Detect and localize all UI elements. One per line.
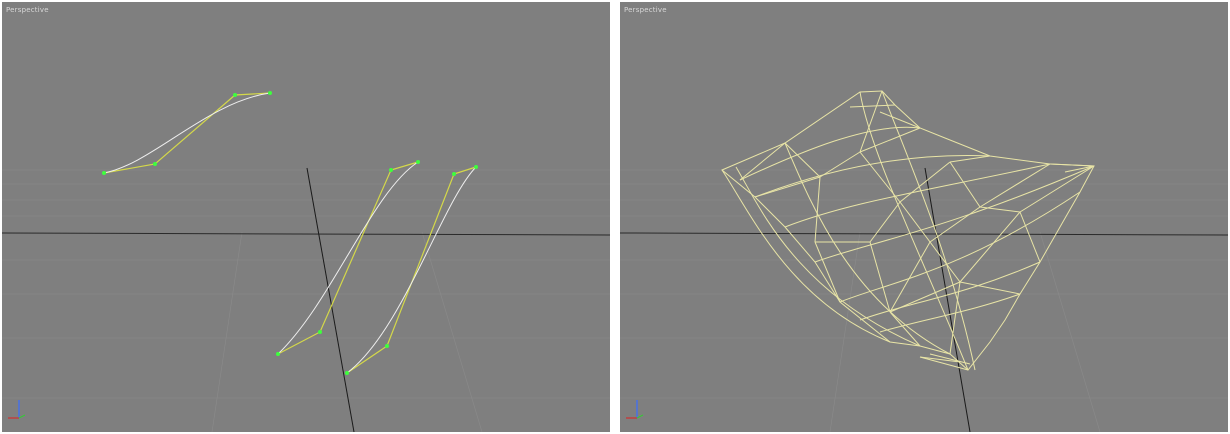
vertical-axis-line	[924, 167, 971, 432]
spline-right	[345, 165, 478, 375]
spline-middle	[276, 160, 420, 356]
lofted-surface-wireframe	[721, 90, 1095, 371]
viewport-label[interactable]: Perspective	[6, 6, 49, 14]
vertical-axis-line	[306, 167, 355, 432]
viewport-perspective-left[interactable]: Perspective	[2, 2, 610, 432]
axis-gizmo-icon	[626, 400, 644, 419]
viewport-perspective-right[interactable]: Perspective	[620, 2, 1228, 432]
axis-gizmo-icon	[8, 400, 26, 419]
grid	[2, 169, 610, 432]
right-scene	[620, 90, 1228, 432]
left-scene	[2, 91, 610, 432]
horizon-line	[2, 232, 610, 236]
spline-top	[102, 91, 272, 175]
viewport-label[interactable]: Perspective	[624, 6, 667, 14]
